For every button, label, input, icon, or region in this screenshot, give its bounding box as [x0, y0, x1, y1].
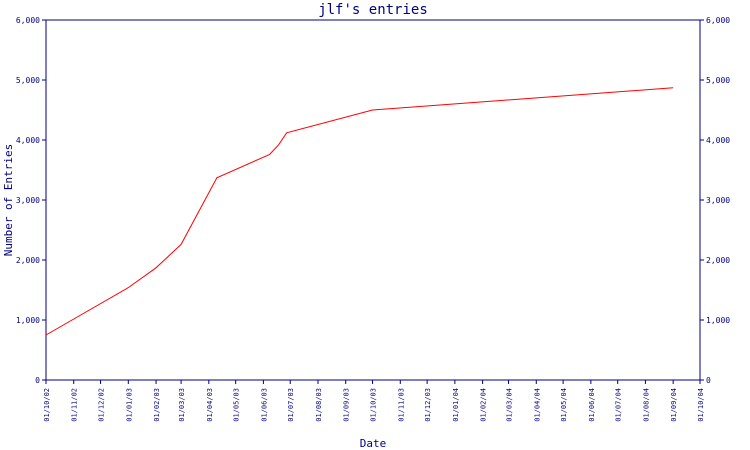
y-tick-label-right: 6,000 — [706, 16, 730, 25]
x-tick-label: 01/05/03 — [233, 388, 241, 422]
series-line — [45, 87, 674, 336]
axes — [45, 19, 701, 381]
x-tick-label: 01/02/04 — [480, 388, 488, 422]
x-tick-label: 01/10/03 — [370, 388, 378, 422]
y-tick-label-left: 3,000 — [16, 196, 40, 205]
x-tick-label: 01/09/03 — [343, 388, 351, 422]
x-tick-label: 01/08/03 — [315, 388, 323, 422]
x-tick-label: 01/06/03 — [260, 388, 268, 422]
x-tick-label: 01/11/02 — [71, 388, 79, 422]
x-tick-label: 01/07/03 — [287, 388, 295, 422]
x-tick-label: 01/12/02 — [98, 388, 106, 422]
y-tick-label-right: 5,000 — [706, 76, 730, 85]
x-tick-label: 01/06/04 — [588, 388, 596, 422]
y-tick-label-right: 4,000 — [706, 136, 730, 145]
x-tick-label: 01/05/04 — [560, 388, 568, 422]
y-tick-label-left: 5,000 — [16, 76, 40, 85]
y-tick-label-left: 1,000 — [16, 316, 40, 325]
x-tick-label: 01/11/03 — [397, 388, 405, 422]
x-tick-label: 01/10/02 — [43, 388, 51, 422]
y-tick-label-right: 3,000 — [706, 196, 730, 205]
y-tick-label-right: 2,000 — [706, 256, 730, 265]
y-tick-label-left: 6,000 — [16, 16, 40, 25]
y-tick-label-right: 1,000 — [706, 316, 730, 325]
x-tick-label: 01/04/04 — [533, 388, 541, 422]
x-tick-label: 01/12/03 — [424, 388, 432, 422]
x-tick-label: 01/01/04 — [452, 388, 460, 422]
x-tick-label: 01/01/03 — [125, 388, 133, 422]
y-tick-label-right: 0 — [706, 376, 711, 385]
y-axis-label: Number of Entries — [2, 144, 15, 257]
x-tick-label: 01/04/03 — [206, 388, 214, 422]
chart-title: jlf's entries — [318, 2, 428, 18]
series-layer — [45, 87, 674, 336]
x-tick-label: 01/09/04 — [670, 388, 678, 422]
plot-frame — [45, 19, 701, 381]
y-tick-label-left: 0 — [35, 376, 40, 385]
x-tick-label: 01/07/04 — [615, 388, 623, 422]
x-tick-label: 01/03/04 — [506, 388, 514, 422]
x-tick-label: 01/08/04 — [642, 388, 650, 422]
x-tick-label: 01/10/04 — [697, 388, 705, 422]
y-tick-label-left: 4,000 — [16, 136, 40, 145]
x-tick-label: 01/03/03 — [178, 388, 186, 422]
ticks: 0 0 1,000 1,000 2,000 2,000 3,000 3,000 4,000 4,0… — [16, 16, 730, 422]
x-axis-label: Date — [360, 437, 387, 450]
x-tick-label: 01/02/03 — [153, 388, 161, 422]
y-tick-label-left: 2,000 — [16, 256, 40, 265]
